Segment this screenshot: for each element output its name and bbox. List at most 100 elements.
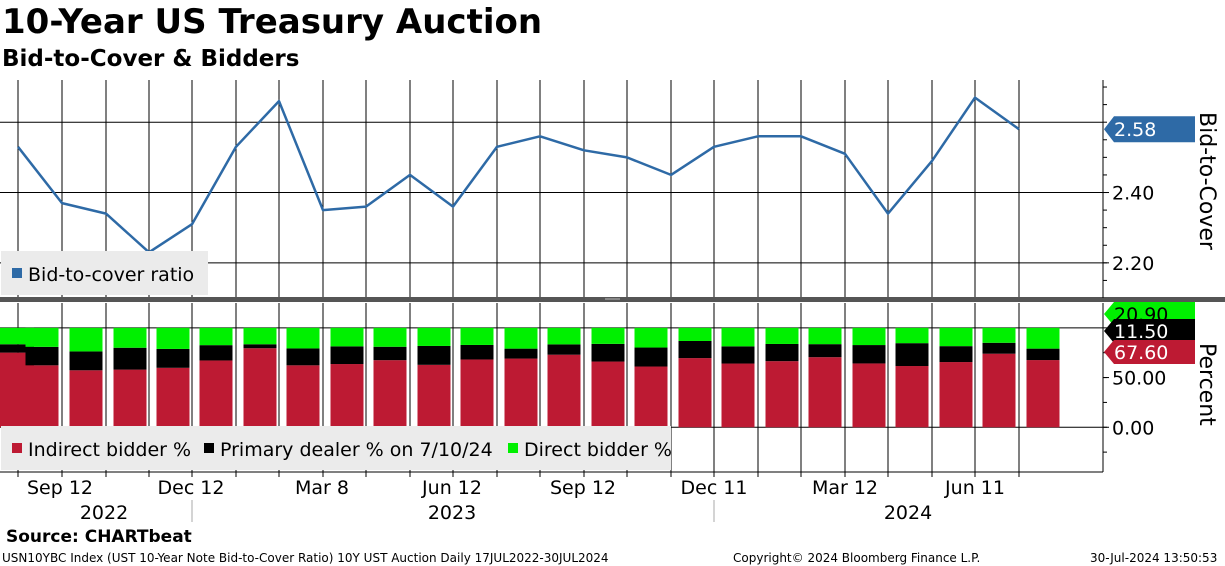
bar-primary-0	[0, 344, 34, 353]
bar-primary-3	[113, 347, 147, 370]
bar-primary-18	[765, 343, 799, 362]
x-month-label-3: Jun 12	[421, 477, 482, 499]
bid-to-cover-value-tag	[1104, 116, 1195, 143]
bar-indirect-1	[25, 365, 59, 428]
legend-upper: Bid-to-cover ratio	[1, 251, 208, 295]
bar-primary-22	[939, 346, 973, 363]
indirect-value-label: 67.60	[1114, 342, 1168, 364]
bar-primary-2	[69, 351, 103, 371]
bar-direct-12	[504, 327, 538, 349]
bar-indirect-19	[808, 357, 842, 428]
bar-direct-22	[939, 327, 973, 347]
bar-primary-24	[1026, 348, 1060, 361]
bar-indirect-10	[417, 364, 451, 428]
bar-indirect-7	[286, 365, 320, 428]
legend-swatch-bid-to-cover	[12, 268, 22, 278]
bar-primary-15	[634, 347, 668, 367]
bar-primary-6	[243, 344, 277, 349]
x-month-label-0: Sep 12	[27, 477, 93, 499]
bar-primary-11	[460, 344, 494, 360]
bar-direct-1	[25, 327, 59, 347]
x-month-label-2: Mar 8	[295, 477, 349, 499]
upper-tick-label-0: 2.20	[1112, 253, 1154, 275]
bar-direct-18	[765, 327, 799, 344]
footer-copyright: Copyright© 2024 Bloomberg Finance L.P.	[733, 551, 981, 565]
bar-indirect-16	[678, 358, 712, 428]
bar-direct-10	[417, 327, 451, 346]
indirect-value-tag	[1104, 340, 1195, 364]
bar-indirect-24	[1026, 360, 1060, 428]
legend-label-primary: Primary dealer % on 7/10/24	[220, 439, 493, 461]
bar-primary-19	[808, 344, 842, 358]
x-year-label-2: 2024	[884, 502, 932, 524]
bar-direct-24	[1026, 327, 1060, 349]
bar-direct-16	[678, 327, 712, 341]
bar-indirect-6	[243, 348, 277, 428]
bar-direct-9	[373, 327, 407, 347]
primary-value-tag	[1104, 319, 1195, 343]
upper-axis-title: Bid-to-Cover	[1194, 112, 1219, 251]
bar-primary-8	[330, 346, 364, 365]
chart-subtitle: Bid-to-Cover & Bidders	[2, 46, 300, 72]
bid-to-cover-line	[17, 96, 1020, 254]
primary-value-label: 11.50	[1114, 321, 1168, 343]
x-month-label-7: Jun 11	[944, 477, 1005, 499]
bar-primary-17	[721, 346, 755, 364]
bar-direct-23	[982, 327, 1016, 343]
bar-indirect-12	[504, 358, 538, 428]
bar-primary-10	[417, 345, 451, 365]
bar-primary-21	[895, 343, 929, 367]
legend-label-direct: Direct bidder %	[524, 439, 672, 461]
bar-primary-16	[678, 340, 712, 359]
bar-indirect-15	[634, 366, 668, 428]
footer-index-description: USN10YBC Index (UST 10-Year Note Bid-to-…	[2, 551, 609, 565]
bar-direct-15	[634, 327, 668, 348]
x-month-label-5: Dec 11	[681, 477, 748, 499]
bar-indirect-20	[852, 363, 886, 428]
bar-direct-4	[156, 327, 190, 349]
upper-y-axis: 2.20 2.40 2.58	[1102, 80, 1195, 298]
lower-tick-label-1: 50.00	[1112, 368, 1166, 390]
bar-primary-23	[982, 342, 1016, 354]
bar-indirect-22	[939, 362, 973, 428]
lower-axis-title: Percent	[1194, 343, 1219, 426]
bar-direct-7	[286, 327, 320, 349]
bar-indirect-5	[199, 360, 233, 428]
bar-primary-20	[852, 345, 886, 364]
bid-to-cover-value-label: 2.58	[1114, 119, 1156, 141]
x-month-label-4: Sep 12	[550, 477, 616, 499]
bar-direct-5	[199, 327, 233, 346]
bar-indirect-14	[591, 361, 625, 428]
bar-indirect-13	[547, 354, 581, 428]
legend-swatch-direct	[508, 443, 518, 453]
legend-label-bid-to-cover: Bid-to-cover ratio	[28, 264, 194, 286]
legend-swatch-primary	[204, 443, 214, 453]
bar-indirect-3	[113, 369, 147, 428]
bar-direct-17	[721, 327, 755, 347]
bar-direct-8	[330, 327, 364, 347]
bar-indirect-18	[765, 361, 799, 428]
bar-indirect-9	[373, 360, 407, 428]
legend-swatch-indirect	[12, 443, 22, 453]
bar-direct-11	[460, 327, 494, 345]
chart-title: 10-Year US Treasury Auction	[2, 2, 543, 42]
bar-indirect-23	[982, 353, 1016, 428]
legend-lower-bg	[1, 426, 671, 470]
bar-direct-6	[243, 327, 277, 345]
bar-primary-5	[199, 345, 233, 361]
bar-primary-14	[591, 343, 625, 362]
bar-indirect-21	[895, 366, 929, 428]
bar-direct-3	[113, 327, 147, 348]
x-year-label-0: 2022	[80, 502, 128, 524]
lower-tick-label-0: 0.00	[1112, 417, 1154, 439]
bar-direct-21	[895, 327, 929, 344]
legend-upper-bg	[1, 251, 208, 295]
bid-to-cover-series	[17, 96, 1020, 254]
bar-direct-13	[547, 327, 581, 345]
legend-label-indirect: Indirect bidder %	[28, 439, 191, 461]
x-year-label-1: 2023	[428, 502, 476, 524]
bar-indirect-2	[69, 370, 103, 428]
x-axis: Sep 12 Dec 12 Mar 8 Jun 12 Sep 12 Dec 11 Mar 1…	[0, 471, 1103, 524]
